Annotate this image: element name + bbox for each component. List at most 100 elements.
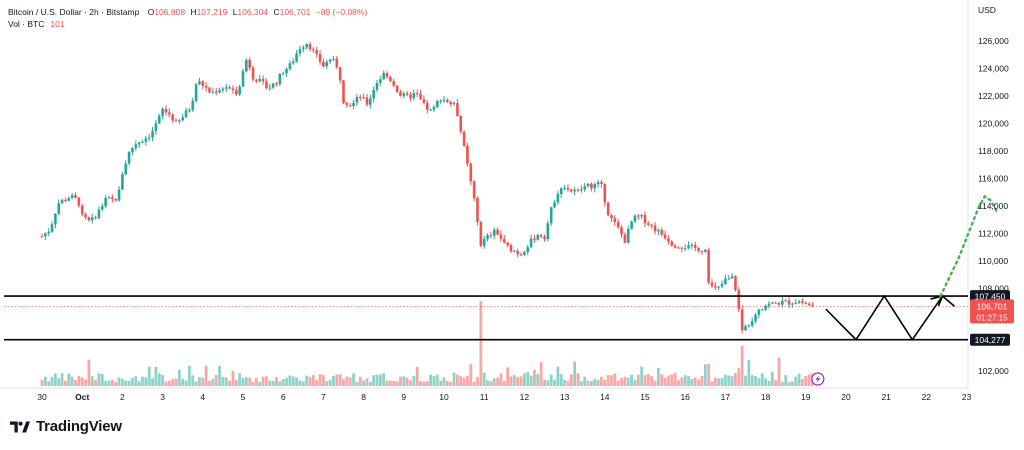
candle-body	[332, 58, 335, 60]
volume-bar	[519, 376, 523, 386]
candle-body	[288, 63, 292, 69]
candle-body	[690, 244, 694, 246]
x-tick-label: 18	[761, 392, 771, 402]
volume-bar	[673, 372, 677, 386]
y-tick-label: 108,000	[978, 284, 1009, 294]
y-tick-label: 116,000	[978, 174, 1008, 184]
candle-body	[553, 202, 556, 208]
candle-body	[90, 217, 94, 221]
volume-bar	[399, 376, 402, 386]
volume-bar	[342, 379, 345, 386]
candle-body	[683, 248, 687, 250]
volume-bar	[770, 371, 774, 386]
candle-body	[623, 234, 627, 243]
volume-bar	[556, 366, 560, 386]
volume-bar	[780, 381, 784, 386]
x-tick-label: 21	[881, 392, 891, 402]
projection-zigzag[interactable]	[825, 294, 956, 342]
candle-body	[767, 303, 771, 306]
volume-bar	[87, 359, 91, 386]
candle-body	[261, 78, 265, 82]
volume-bar	[801, 378, 804, 386]
close-value: 106,701	[279, 7, 311, 17]
volume-bar	[536, 374, 540, 386]
candle-body	[271, 83, 275, 88]
candle-body	[439, 100, 442, 102]
candle-body	[295, 53, 298, 62]
candle-body	[717, 286, 720, 288]
candle-body	[750, 321, 754, 326]
candle-body	[640, 214, 643, 217]
volume-bar	[579, 381, 583, 386]
volume-bar	[717, 378, 721, 386]
volume-bar	[137, 381, 141, 386]
candle-body	[781, 300, 784, 305]
candle-body	[365, 97, 369, 105]
candle-body	[489, 235, 493, 237]
volume-bar	[100, 373, 104, 386]
volume-bar	[415, 366, 419, 386]
x-tick-label: 5	[241, 392, 246, 402]
volume-bar	[409, 380, 412, 386]
candle-body	[302, 47, 305, 50]
volume-bar	[663, 377, 667, 386]
level-price-label: 107,450	[975, 291, 1006, 301]
y-tick-label: 102,000	[978, 366, 1009, 376]
volume-bar	[64, 380, 67, 386]
volume-bar	[445, 380, 449, 386]
volume-bar	[188, 366, 191, 386]
volume-bar	[315, 379, 319, 386]
x-tick-label: 30	[37, 392, 47, 402]
volume-bar	[167, 380, 171, 386]
volume-bar	[147, 366, 151, 386]
y-tick-label: 122,000	[978, 91, 1009, 101]
volume-bar	[449, 381, 453, 386]
candle-body	[67, 197, 71, 201]
volume-bar	[687, 376, 690, 386]
volume-bar	[653, 380, 657, 386]
candle-body	[104, 198, 107, 207]
candle-body	[137, 142, 141, 145]
y-tick-label: 118,000	[978, 146, 1008, 156]
price-levels: 107,450 104,277 106,701 01:27:15	[4, 290, 1014, 346]
candle-body	[211, 91, 215, 93]
x-tick-label: 20	[841, 392, 851, 402]
x-tick-label: 13	[560, 392, 570, 402]
volume-bar	[620, 377, 623, 386]
tradingview-brand: TradingView	[10, 418, 122, 435]
candle-body	[235, 90, 238, 95]
candle-body	[127, 151, 131, 164]
candle-body	[566, 188, 570, 190]
volume-bar	[777, 357, 781, 386]
volume-bar	[365, 378, 369, 386]
candle-body	[114, 199, 117, 201]
volume-bar	[131, 377, 134, 386]
volume-bar	[603, 379, 607, 386]
candle-body	[107, 197, 111, 199]
candle-body	[198, 81, 201, 85]
candle-body	[476, 198, 479, 223]
volume-bar	[194, 381, 198, 386]
candle-body	[134, 144, 138, 148]
candle-body	[315, 50, 318, 54]
volume-bar	[57, 378, 61, 386]
candle-body	[224, 87, 228, 89]
candle-body	[492, 229, 496, 236]
volume-bar	[509, 376, 513, 386]
candle-body	[446, 99, 449, 103]
candle-body	[613, 218, 617, 223]
candle-body	[730, 276, 734, 279]
volume-bar	[291, 376, 295, 386]
projection-dotted-path[interactable]	[939, 194, 998, 298]
volume-bar	[489, 381, 493, 386]
volume-bar	[157, 373, 161, 386]
volume-bar	[402, 376, 406, 386]
candle-body	[563, 188, 566, 190]
volume-bar	[636, 374, 640, 386]
volume-bar	[392, 381, 396, 386]
candle-body	[168, 112, 171, 115]
volume-bar	[114, 381, 118, 386]
candle-body	[506, 242, 509, 246]
volume-bar	[549, 374, 553, 386]
